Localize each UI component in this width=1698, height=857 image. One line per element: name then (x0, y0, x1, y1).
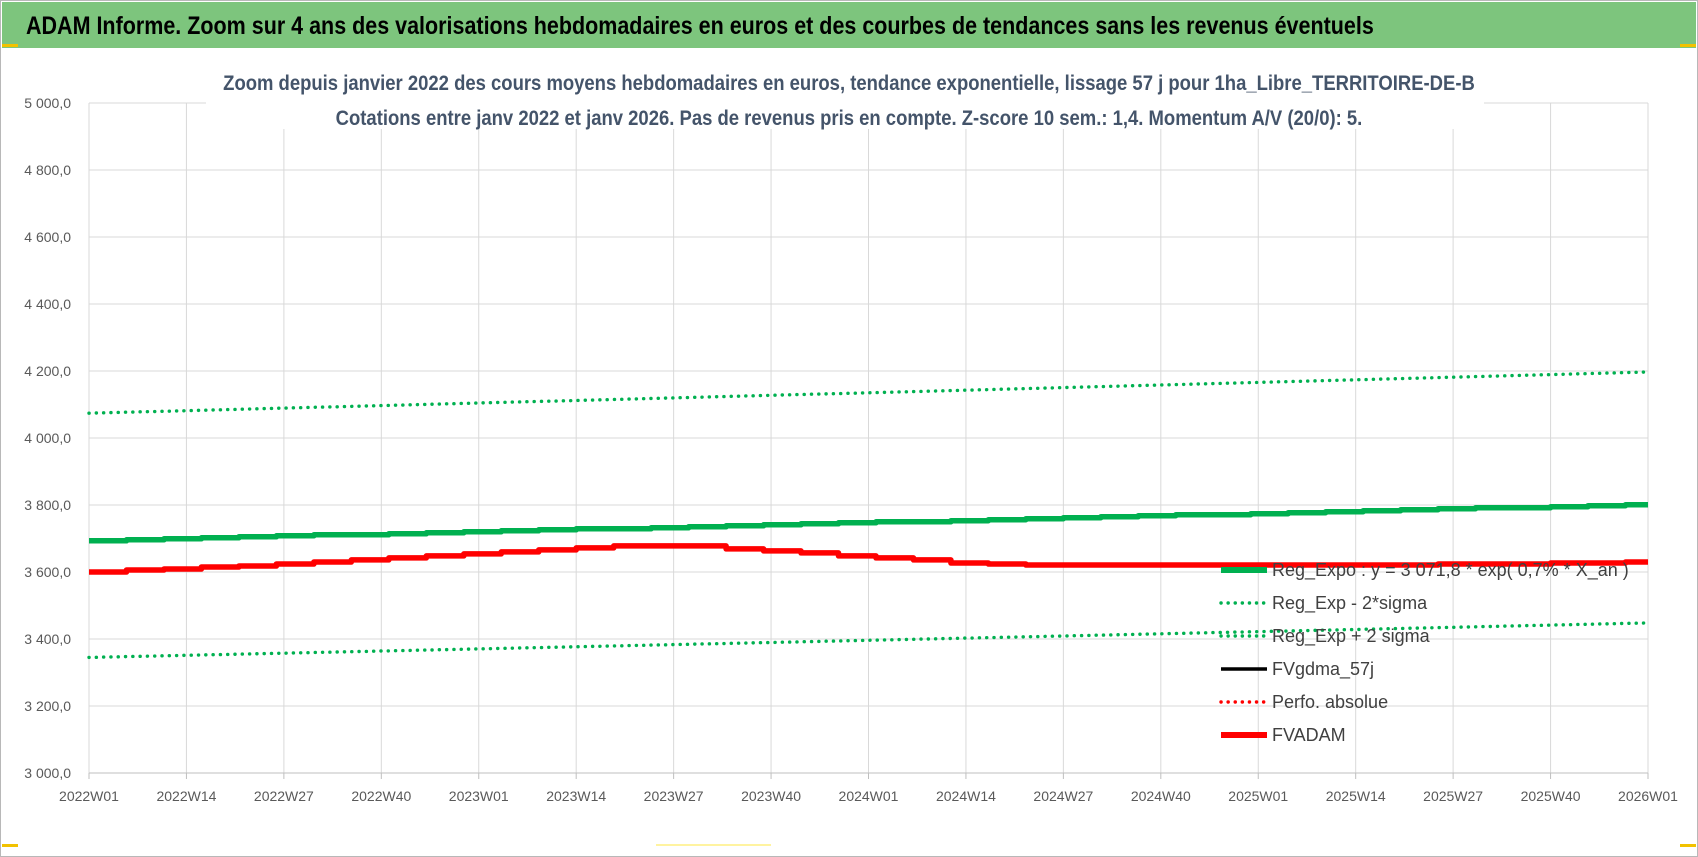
legend-label-2: Reg_Exp + 2 sigma (1272, 626, 1431, 647)
x-tick-label: 2023W40 (741, 788, 801, 804)
y-tick-label: 3 400,0 (24, 631, 71, 647)
legend-label-5: FVADAM (1272, 725, 1346, 745)
chart-title: Zoom depuis janvier 2022 des cours moyen… (223, 72, 1475, 95)
banner-title: ADAM Informe. Zoom sur 4 ans des valoris… (26, 12, 1374, 40)
y-tick-label: 3 200,0 (24, 698, 71, 714)
x-tick-label: 2024W14 (936, 788, 996, 804)
y-tick-label: 4 000,0 (24, 430, 71, 446)
series-line-1 (87, 621, 1650, 660)
series-line-0 (89, 501, 1648, 544)
x-tick-label: 2023W14 (546, 788, 606, 804)
chart-titles: Zoom depuis janvier 2022 des cours moyen… (206, 67, 1484, 130)
corner-mark-bottom-right (1680, 844, 1696, 847)
y-tick-label: 3 600,0 (24, 564, 71, 580)
legend-label-0: Reg_Expo : y = 3 071,8 * exp( 0,7% * X_a… (1272, 560, 1629, 581)
gridlines (88, 102, 1649, 774)
x-tick-label: 2024W01 (839, 788, 899, 804)
x-tick-label: 2025W01 (1228, 788, 1288, 804)
corner-mark-bottom-left (2, 844, 18, 847)
series-line-2 (87, 370, 1650, 415)
corner-mark-top-left (2, 44, 18, 47)
chart-subtitle: Cotations entre janv 2022 et janv 2026. … (336, 107, 1363, 130)
x-tick-label: 2022W01 (59, 788, 119, 804)
chart-legend: Reg_Expo : y = 3 071,8 * exp( 0,7% * X_a… (1219, 560, 1629, 745)
y-tick-label: 5 000,0 (24, 95, 71, 111)
y-tick-label: 3 000,0 (24, 765, 71, 781)
x-tick-label: 2025W27 (1423, 788, 1483, 804)
report-banner: ADAM Informe. Zoom sur 4 ans des valoris… (2, 2, 1696, 48)
x-tick-label: 2022W14 (156, 788, 216, 804)
x-tick-label: 2025W40 (1521, 788, 1581, 804)
y-tick-label: 4 200,0 (24, 363, 71, 379)
series-line-5 (89, 543, 1648, 575)
x-tick-label: 2023W01 (449, 788, 509, 804)
y-tick-label: 4 400,0 (24, 296, 71, 312)
x-tick-label: 2022W40 (351, 788, 411, 804)
x-tick-label: 2023W27 (644, 788, 704, 804)
corner-mark-top-right (1680, 44, 1696, 47)
x-tick-label: 2025W14 (1326, 788, 1386, 804)
y-tick-label: 3 800,0 (24, 497, 71, 513)
y-tick-label: 4 600,0 (24, 229, 71, 245)
y-tick-label: 4 800,0 (24, 162, 71, 178)
x-tick-label: 2026W01 (1618, 788, 1678, 804)
x-tick-label: 2024W27 (1033, 788, 1093, 804)
y-axis-ticks: 3 000,0 3 200,0 3 400,0 3 600,0 3 800,0 4 000… (24, 95, 71, 781)
x-tick-label: 2024W40 (1131, 788, 1191, 804)
series-lines (87, 370, 1650, 660)
x-axis-ticks: 2022W01 2022W14 2022W27 2022W40 2023W01 2023W… (59, 773, 1678, 804)
legend-label-3: FVgdma_57j (1272, 659, 1374, 680)
legend-label-4: Perfo. absolue (1272, 692, 1388, 712)
corner-mark-bottom-center (656, 844, 771, 846)
x-tick-label: 2022W27 (254, 788, 314, 804)
legend-label-1: Reg_Exp - 2*sigma (1272, 593, 1428, 614)
